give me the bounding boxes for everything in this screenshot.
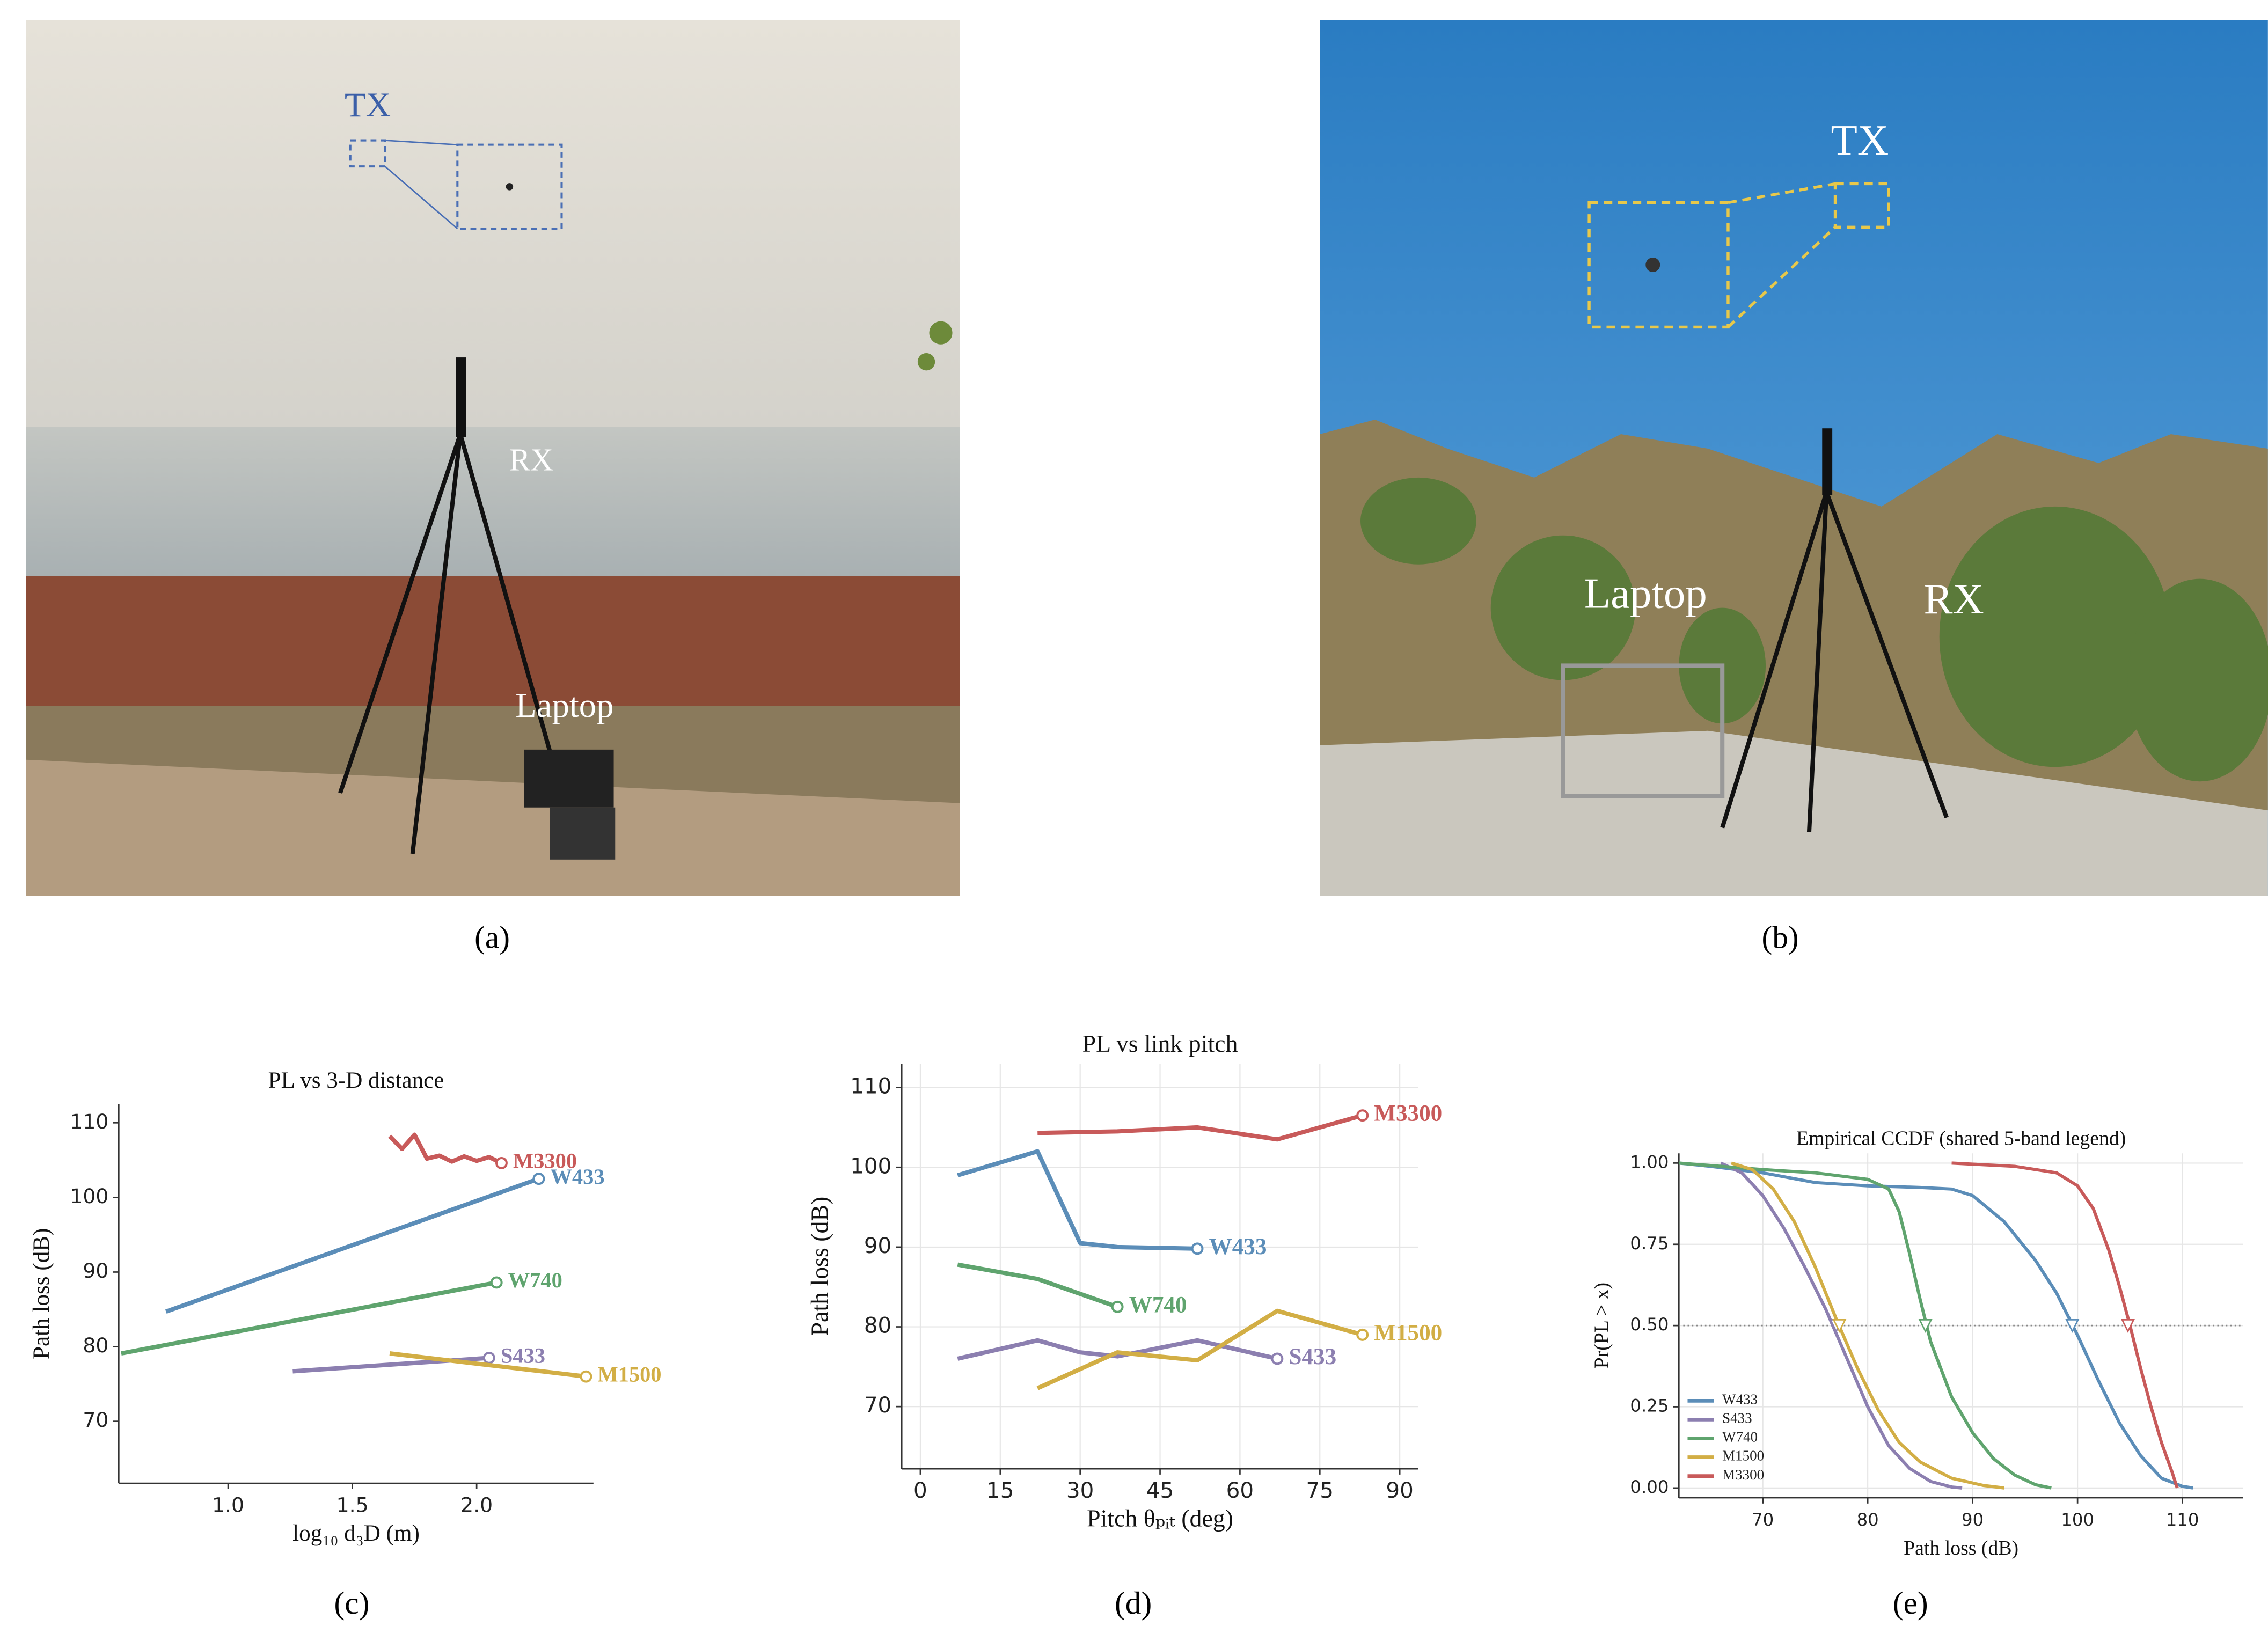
chart-title: PL vs 3-D distance [268, 1068, 444, 1093]
y-tick-label: 110 [70, 1110, 108, 1133]
y-tick-label: 70 [864, 1392, 891, 1418]
y-tick-label: 0.75 [1630, 1233, 1669, 1254]
series-line [1678, 1161, 2193, 1490]
median-marker [1832, 1318, 1847, 1333]
laptop-label: Laptop [1584, 569, 1707, 617]
y-tick-label: 1.00 [1630, 1152, 1669, 1172]
end-marker [532, 1173, 545, 1185]
end-marker [1271, 1352, 1284, 1365]
y-tick-label: 90 [83, 1259, 108, 1283]
median-marker [2065, 1318, 2080, 1333]
x-tick-label: 0 [913, 1477, 927, 1503]
x-tick-label: 90 [1962, 1510, 1984, 1530]
end-marker [580, 1370, 592, 1383]
end-marker [495, 1156, 508, 1169]
y-tick-label: 90 [864, 1233, 891, 1258]
x-tick-label: 2.0 [460, 1493, 493, 1517]
y-tick-label: 0.50 [1630, 1314, 1669, 1335]
legend-label: W433 [1722, 1391, 1758, 1408]
x-axis-label: log₁₀ d₃D (m) [292, 1521, 420, 1546]
x-tick-label: 100 [2061, 1510, 2094, 1530]
y-tick-label: 0.25 [1630, 1395, 1669, 1416]
end-marker [1191, 1242, 1204, 1255]
x-tick-label: 1.5 [336, 1493, 369, 1517]
x-tick-label: 15 [986, 1477, 1014, 1503]
x-tick-label: 1.0 [212, 1493, 244, 1517]
series-line [957, 1262, 1118, 1309]
y-tick-label: 100 [850, 1153, 891, 1178]
chart-title: Empirical CCDF (shared 5-band legend) [1796, 1127, 2126, 1150]
series-label: M3300 [1374, 1101, 1442, 1126]
series-line [121, 1280, 497, 1356]
rx-label: RX [509, 442, 553, 478]
x-tick-label: 90 [1386, 1477, 1413, 1503]
x-tick-label: 80 [1857, 1510, 1879, 1530]
series-line [1951, 1161, 2179, 1489]
panel-label: (a) [474, 919, 510, 955]
median-marker [2120, 1318, 2135, 1333]
series-label: W433 [1209, 1234, 1267, 1259]
y-tick-label: 110 [850, 1073, 891, 1099]
photo-b: TX Laptop RX [1320, 20, 2268, 896]
x-axis-label: Pitch θₚᵢₜ (deg) [1087, 1505, 1233, 1532]
panel-label: (b) [1761, 919, 1798, 955]
series-line [388, 1132, 503, 1166]
end-marker [1111, 1300, 1124, 1313]
photo-a: TX RX Laptop [26, 20, 960, 896]
x-tick-label: 60 [1226, 1477, 1254, 1503]
series-label: W740 [508, 1268, 562, 1292]
series-line [957, 1149, 1198, 1251]
series-line [1731, 1161, 2004, 1490]
end-marker [1356, 1328, 1369, 1341]
y-tick-label: 100 [70, 1184, 108, 1208]
end-marker [490, 1276, 503, 1289]
panel-label: (c) [334, 1585, 370, 1621]
x-tick-label: 70 [1752, 1510, 1774, 1530]
series-line [165, 1176, 540, 1314]
tx-label: TX [1831, 116, 1889, 164]
series-line [1679, 1161, 2052, 1490]
legend-label: W740 [1722, 1429, 1758, 1445]
end-marker [482, 1351, 495, 1364]
series-label: M1500 [1374, 1320, 1442, 1345]
y-axis-label: Pr(PL > x) [1591, 1283, 1613, 1368]
series-label: W740 [1129, 1292, 1187, 1317]
x-tick-label: 110 [2166, 1510, 2199, 1530]
series-label: M1500 [597, 1362, 661, 1386]
y-tick-label: 80 [83, 1334, 108, 1357]
series-label: W433 [550, 1164, 604, 1189]
panel-label: (d) [1115, 1585, 1152, 1621]
series-label: S433 [501, 1344, 545, 1368]
legend-label: S433 [1722, 1410, 1752, 1426]
laptop-label: Laptop [515, 686, 613, 724]
y-tick-label: 70 [83, 1408, 108, 1432]
end-marker [1356, 1109, 1369, 1122]
panel-label: (e) [1893, 1585, 1928, 1621]
series-line [389, 1351, 587, 1379]
series-line [1036, 1308, 1363, 1390]
x-tick-label: 45 [1146, 1477, 1174, 1503]
median-marker [1918, 1318, 1933, 1333]
tx-label: TX [345, 85, 391, 124]
rx-label: RX [1923, 575, 1984, 623]
chart-title: PL vs link pitch [1082, 1030, 1238, 1057]
legend-label: M3300 [1722, 1467, 1764, 1483]
legend-label: M1500 [1722, 1448, 1764, 1464]
y-tick-label: 0.00 [1630, 1477, 1669, 1497]
y-axis-label: Path loss (dB) [806, 1197, 833, 1336]
series-line [957, 1338, 1278, 1361]
series-line [1720, 1161, 1963, 1490]
y-axis-label: Path loss (dB) [29, 1228, 54, 1359]
series-label: S433 [1289, 1344, 1336, 1369]
x-tick-label: 30 [1066, 1477, 1094, 1503]
x-axis-label: Path loss (dB) [1904, 1537, 2018, 1559]
x-tick-label: 75 [1306, 1477, 1334, 1503]
series-label: M3300 [513, 1149, 577, 1173]
y-tick-label: 80 [864, 1313, 891, 1338]
series-line [1037, 1113, 1363, 1142]
